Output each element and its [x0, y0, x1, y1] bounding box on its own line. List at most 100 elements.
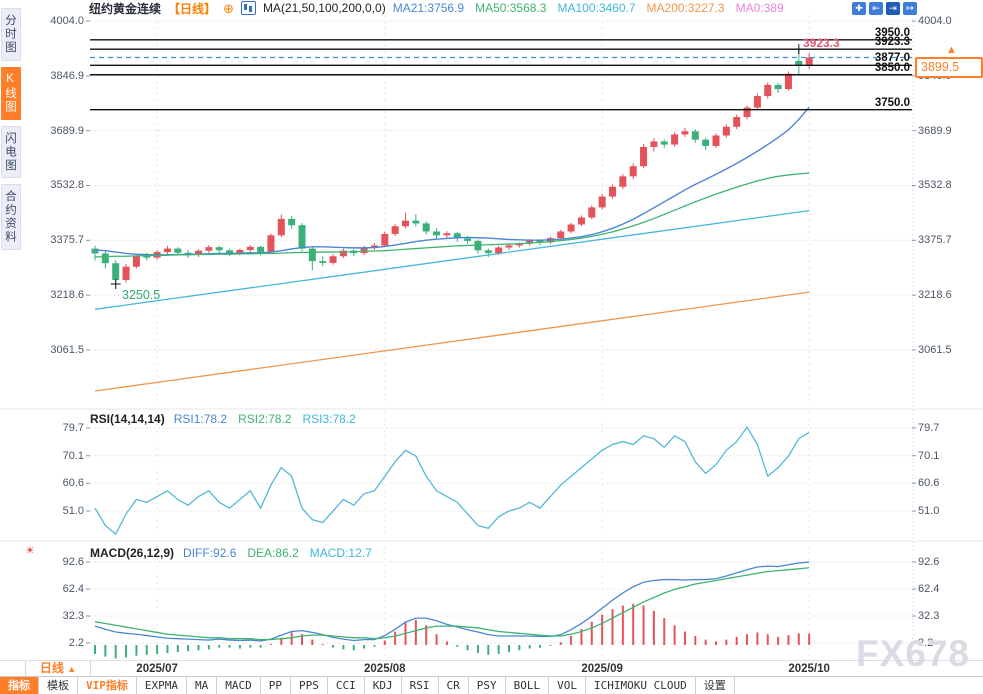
axis-label: 3218.6	[50, 289, 84, 302]
pan-right-icon[interactable]: ↦	[903, 2, 917, 15]
indicator-toolbar: 指标 模板 VIP指标 EXPMA MA MACD PP PPS CCI KDJ RSI CR PSY B…	[0, 676, 983, 694]
low-price-label: 3250.5	[122, 288, 161, 302]
axis-label: 3061.5	[918, 343, 952, 356]
level-line-label: 3750.0	[874, 96, 910, 109]
high-price-label: 3923.3	[803, 36, 840, 50]
period-selector[interactable]: 日线 ▲	[25, 661, 91, 676]
ma-legend-value: MA50:3568.3	[475, 1, 547, 15]
toolbar-button-VIP指标[interactable]: VIP指标	[78, 677, 137, 694]
sidebar: 分时图 K线图闪电图合约资料	[1, 8, 24, 250]
level-line-label: 3850.0	[874, 61, 910, 74]
period-label: 【日线】	[168, 1, 217, 16]
add-indicator-icon[interactable]: ⊕	[223, 0, 234, 16]
ma-legend-value: MA0:389	[735, 1, 784, 15]
axis-label: 92.6	[918, 556, 940, 568]
ma-formula: MA(21,50,100,200,0,0)	[262, 1, 386, 15]
axis-label: 3689.9	[50, 124, 84, 137]
macd-legend-value: MACD:12.7	[309, 546, 372, 560]
rsi-title: RSI(14,14,14)	[90, 412, 165, 426]
header-toolbar: ✚ ⇤ ⇥ ↦	[852, 2, 917, 15]
triangle-up-icon: ▲	[67, 664, 77, 674]
axis-label: 3689.9	[918, 124, 952, 137]
axis-label: 2.2	[918, 637, 934, 649]
toolbar-button-CR[interactable]: CR	[439, 677, 469, 694]
x-axis-label: 2025/08	[364, 663, 406, 675]
toolbar-button-ICHIMOKU CLOUD[interactable]: ICHIMOKU CLOUD	[586, 677, 696, 694]
axis-label: 62.4	[62, 583, 84, 596]
sidebar-tab-0[interactable]: 分时图	[1, 8, 21, 61]
x-axis-label: 2025/10	[788, 663, 830, 675]
axis-label: 60.6	[62, 477, 84, 490]
ma-legend-value: MA200:3227.3	[646, 1, 725, 15]
axis-label: 3846.9	[50, 69, 84, 82]
axis-label: 32.3	[918, 610, 940, 623]
period-selector-label: 日线	[39, 661, 64, 675]
axis-label: 2.2	[68, 637, 84, 649]
axis-label: 3532.8	[50, 179, 84, 192]
toolbar-button-PPS[interactable]: PPS	[291, 677, 328, 694]
sidebar-tab-3[interactable]: 合约资料	[1, 184, 21, 250]
axis-label: 32.3	[62, 610, 84, 623]
toolbar-button-BOLL[interactable]: BOLL	[506, 677, 550, 694]
expand-icon[interactable]: ⇥	[886, 2, 900, 15]
axis-label: 3061.5	[50, 343, 84, 356]
toolbar-button-指标[interactable]: 指标	[0, 677, 39, 694]
toolbar-button-MA[interactable]: MA	[187, 677, 218, 694]
sidebar-tab-1[interactable]: K线图	[1, 66, 21, 120]
toolbar-button-MACD[interactable]: MACD	[217, 677, 261, 694]
chart-header: 纽约黄金连续 【日线】 ⊕ MA(21,50,100,200,0,0) MA21…	[89, 0, 784, 16]
toolbar-button-EXPMA[interactable]: EXPMA	[137, 677, 187, 694]
toolbar-button-KDJ[interactable]: KDJ	[365, 677, 402, 694]
axis-label: 60.6	[918, 477, 940, 490]
axis-label: 3532.8	[918, 179, 952, 192]
x-axis-label: 2025/07	[136, 663, 178, 675]
axis-label: 3218.6	[918, 289, 952, 302]
x-axis-row: 日线 ▲	[0, 660, 983, 676]
axis-label: 92.6	[62, 556, 84, 568]
rsi-legend: RSI1:78.2 RSI2:78.2 RSI3:78.2	[174, 412, 356, 426]
toolbar-button-VOL[interactable]: VOL	[549, 677, 586, 694]
axis-label: 3375.7	[918, 234, 952, 247]
axis-label: 70.1	[62, 449, 84, 462]
macd-title: MACD(26,12,9)	[90, 546, 175, 560]
ma-legend: MA21:3756.9 MA50:3568.3 MA100:3460.7 MA200:…	[393, 1, 784, 15]
macd-legend: DIFF:92.6 DEA:86.2 MACD:12.7	[183, 546, 372, 560]
axis-label: 51.0	[918, 505, 940, 517]
axis-label: 3375.7	[50, 234, 84, 247]
crosshair-icon[interactable]: ✚	[852, 2, 866, 15]
macd-legend-value: DIFF:92.6	[183, 546, 237, 560]
compress-icon[interactable]: ⇤	[869, 2, 883, 15]
toolbar-button-PSY[interactable]: PSY	[469, 677, 506, 694]
axis-label: 79.7	[62, 422, 84, 434]
axis-label: 70.1	[918, 449, 940, 462]
toolbar-button-RSI[interactable]: RSI	[402, 677, 439, 694]
rsi-legend-value: RSI1:78.2	[173, 412, 228, 426]
macd-legend-value: DEA:86.2	[247, 546, 299, 560]
ma-legend-value: MA100:3460.7	[557, 1, 636, 15]
level-line-label: 3877.0	[874, 52, 910, 65]
macd-header: MACD(26,12,9) DIFF:92.6 DEA:86.2 MACD:12.7	[90, 546, 372, 560]
rsi-legend-value: RSI2:78.2	[238, 412, 292, 426]
level-line-label: 3923.3	[874, 36, 910, 49]
symbol-name: 纽约黄金连续	[89, 1, 162, 16]
axis-label: 79.7	[918, 422, 940, 434]
current-price-tag: 3899.5	[915, 57, 983, 78]
kline-icon[interactable]	[240, 1, 256, 15]
rsi-header: RSI(14,14,14) RSI1:78.2 RSI2:78.2 RSI3:78.…	[90, 412, 356, 426]
toolbar-button-模板[interactable]: 模板	[39, 677, 78, 694]
x-axis-label: 2025/09	[581, 663, 623, 675]
rsi-legend-value: RSI3:78.2	[302, 412, 356, 426]
axis-label: 62.4	[918, 583, 940, 596]
alert-icon[interactable]: ☀	[25, 545, 35, 557]
ma-legend-value: MA21:3756.9	[392, 1, 465, 15]
sidebar-tab-2[interactable]: 闪电图	[1, 125, 21, 178]
price-up-arrow-icon: ▲	[946, 44, 957, 56]
level-line-label: 3950.0	[874, 26, 910, 39]
axis-label: 51.0	[62, 505, 84, 517]
toolbar-button-PP[interactable]: PP	[261, 677, 291, 694]
axis-label: 4004.0	[918, 15, 952, 27]
toolbar-button-设置[interactable]: 设置	[696, 677, 735, 694]
toolbar-button-CCI[interactable]: CCI	[328, 677, 365, 694]
